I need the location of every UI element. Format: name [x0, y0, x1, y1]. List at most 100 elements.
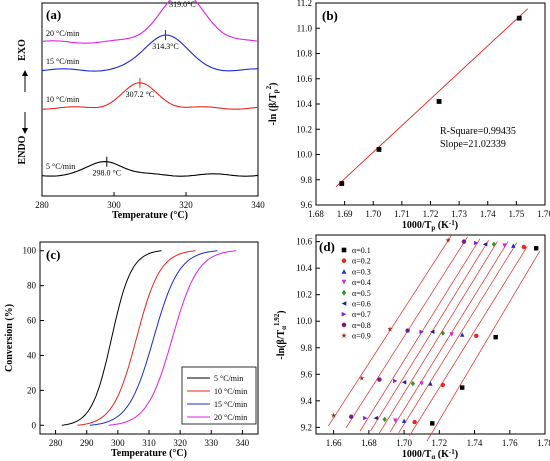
panel-d-data-point	[363, 415, 368, 421]
panel-c-xlabel: Temperature (°C)	[111, 448, 187, 459]
panel-b-ytick-label: 10.8	[296, 49, 312, 59]
panel-c-legend-label: 20 °C/min	[214, 413, 247, 422]
panel-b-xtick-label: 1.70	[365, 209, 381, 219]
panel-d-legend: α=0.1 α=0.2α=0.3 α=0.4 α=0.5 α=0.6α=0.7 α=0.8…	[341, 246, 371, 341]
panel-d-xlabel: 1000/Tα (K-1)	[402, 448, 458, 461]
panel-b-xtick-label: 1.68	[308, 209, 324, 219]
panel-c-ytick-label: 100	[23, 246, 37, 256]
panel-c-ylabel: Conversion (%)	[4, 304, 15, 372]
panel-b-ytick-label: 9.8	[301, 175, 313, 185]
panel-b-slope: Slope=21.02339	[440, 139, 506, 150]
panel-d-fit-line-2	[409, 246, 528, 437]
panel-d-xtick-label: 1.66	[326, 438, 342, 448]
panel-b-xtick-label: 1.75	[509, 209, 525, 219]
panel-d-data-point	[482, 242, 488, 247]
panel-a-ylabel-exo: EXO	[17, 39, 28, 61]
panel-d-data-point	[412, 419, 417, 425]
panel-d-data-point	[460, 332, 465, 337]
panel-a-xlabel: Temperature (°C)	[112, 210, 188, 221]
panel-c-xtick-label: 340	[236, 438, 250, 448]
panel-c-xtick-label: 330	[205, 438, 219, 448]
panel-d-legend-marker	[341, 269, 347, 274]
panel-b-ytick-label: 10.4	[296, 99, 312, 109]
panel-d-legend-label: α=0.1	[352, 246, 371, 255]
panel-d-legend-marker	[341, 290, 347, 296]
panel-d-data-point	[393, 418, 398, 423]
panel-b-ytick-label: 10.6	[296, 74, 312, 84]
panel-d-ytick-label: 10.2	[296, 290, 312, 300]
panel-c-xtick-label: 280	[49, 438, 63, 448]
panel-a-label: (a)	[46, 7, 61, 22]
panel-a-curve-3	[41, 34, 258, 72]
panel-b-ytick-label: 11.2	[297, 0, 312, 8]
panel-b-xtick-label: 1.76	[537, 209, 550, 219]
panel-d-legend-marker	[341, 322, 347, 328]
panel-c-ytick-label: 20	[27, 385, 37, 395]
panel-b-frame	[315, 2, 546, 206]
panel-d-label: (d)	[319, 239, 335, 254]
panel-c-curve-3	[89, 250, 218, 426]
panel-d-fit-line-7	[359, 238, 481, 432]
panel-d-legend-label: α=0.9	[352, 332, 371, 341]
panel-c-xtick-label: 320	[173, 438, 187, 448]
panel-b-ylabel: -ln (β/Tp2)	[265, 83, 280, 126]
panel-b-ytick-label: 9.6	[301, 200, 313, 210]
panel-a-rate-label-1: 5 °C/min	[46, 162, 75, 171]
panel-d-data-point	[521, 244, 527, 250]
panel-d-legend-marker	[341, 258, 347, 264]
panel-a-peak-label-1: 298.0 °C	[93, 169, 122, 178]
panel-d-fit-line-6	[370, 240, 489, 432]
panel-c-legend: 5 °C/min 10 °C/min 15 °C/min 20 °C/min	[181, 366, 257, 425]
panel-d-data-point	[410, 380, 416, 387]
panel-d-data-point	[382, 416, 387, 423]
panel-c-ytick-label: 80	[27, 281, 37, 291]
panel-d-legend-label: α=0.8	[352, 321, 371, 330]
panel-c-xtick-label: 310	[142, 438, 156, 448]
panel-d-data-point	[533, 246, 539, 251]
panel-c-legend-label: 5 °C/min	[214, 374, 243, 383]
panel-b-ytick-label: 10.2	[296, 124, 312, 134]
panel-d-ytick-label: 10.0	[296, 316, 312, 326]
panel-d-legend-label: α=0.3	[352, 267, 371, 276]
panel-d-ytick-label: 9.4	[301, 396, 313, 406]
exo-arrow-head	[22, 70, 28, 76]
panel-b-fit-line	[335, 8, 529, 188]
panel-d-data-point	[401, 418, 407, 423]
panel-d-fit-line-9	[328, 234, 452, 427]
panel-b-label: (b)	[322, 8, 338, 23]
panel-a-curve-2	[42, 82, 259, 110]
panel-d-legend-marker	[341, 332, 347, 339]
panel-d-data-point	[493, 334, 498, 340]
panel-d-xtick-label: 1.68	[361, 438, 377, 448]
panel-c-xtick-label: 300	[111, 438, 125, 448]
panel-b-xtick-label: 1.74	[480, 209, 496, 219]
panel-d-fit-line-3	[398, 242, 518, 433]
panel-d-ytick-label: 10.6	[296, 237, 312, 247]
panel-d-data-point	[430, 329, 435, 335]
panel-a-rate-label-2: 10 °C/min	[46, 95, 79, 104]
panel-c-curve-2	[77, 250, 196, 426]
panel-d-legend-label: α=0.4	[352, 278, 371, 287]
panel-d-data-point	[373, 415, 379, 421]
panel-b-xtick-label: 1.73	[451, 209, 467, 219]
panel-d-data-point	[330, 412, 337, 418]
panel-d-data-point	[377, 377, 382, 382]
panel-b-data-point	[339, 181, 345, 186]
panel-d-legend-marker	[341, 311, 347, 317]
panel-b-kissinger-plot: (b) 1.68 1.69 1.70 1.71 1.72 1.73 1.74 1.75 1.76…	[265, 0, 550, 232]
panel-a-curve-4	[41, 0, 259, 44]
panel-d-data-point	[449, 332, 454, 337]
panel-a-ylabel-endo: ENDO	[17, 135, 28, 164]
panel-c-legend-box	[181, 366, 257, 425]
panel-d-data-point	[474, 240, 479, 246]
panel-d-data-point	[393, 378, 398, 384]
panel-d-fit-line-1	[426, 251, 541, 442]
panel-a-peak-label-3: 314.3°C	[152, 42, 179, 51]
panel-c-label: (c)	[46, 247, 60, 262]
panel-d-data-point	[491, 241, 497, 247]
panel-a-xtick-label: 300	[107, 200, 121, 210]
panel-d-data-point	[349, 414, 354, 419]
panel-d-data-point	[419, 381, 424, 386]
panel-b-ytick-label: 10.0	[296, 150, 312, 160]
